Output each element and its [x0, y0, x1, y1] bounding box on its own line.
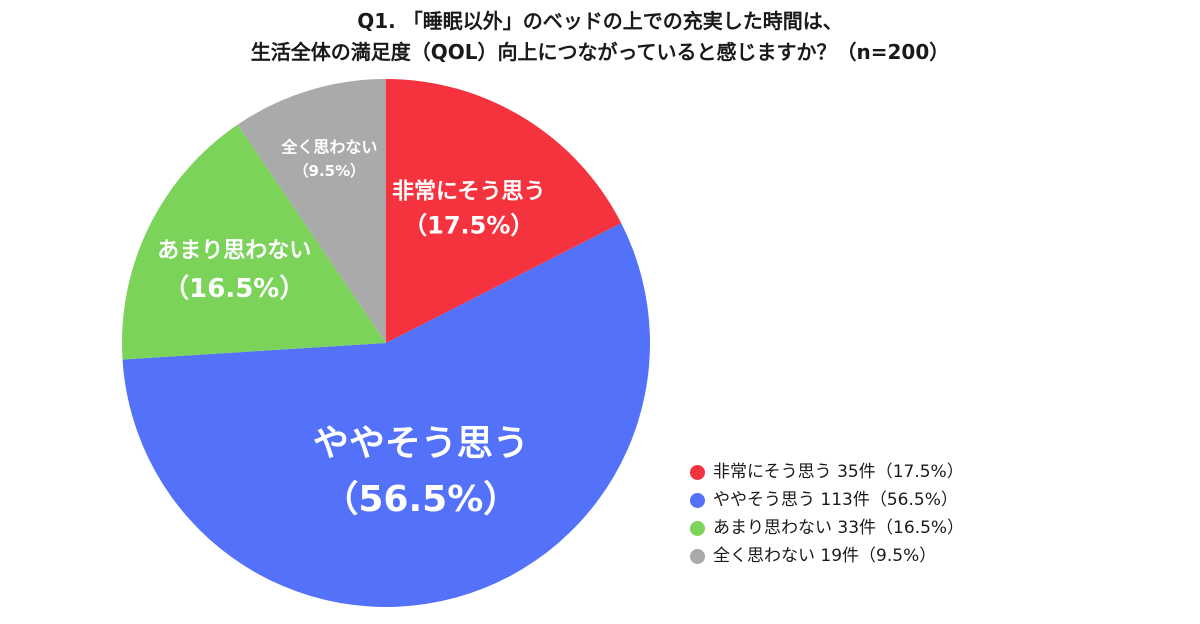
- pie-percent-somewhat-agree: （56.5%）: [322, 479, 519, 520]
- pie-slice-very-agree: [386, 79, 622, 343]
- legend-item-somewhat-agree: ややそう思う 113件（56.5%）: [690, 486, 964, 514]
- legend-item-not-much: あまり思わない 33件（16.5%）: [690, 514, 964, 542]
- chart-title: Q1. 「睡眠以外」のベッドの上での充実した時間は、 生活全体の満足度（QOL）…: [0, 6, 1200, 68]
- pie-label-not-much: あまり思わない: [157, 238, 311, 263]
- pie-label-not-at-all: 全く思わない: [280, 137, 377, 156]
- pie-percent-very-agree: （17.5%）: [403, 211, 534, 239]
- pie-percent-not-at-all: （9.5%）: [294, 162, 366, 180]
- chart-title-line-1: Q1. 「睡眠以外」のベッドの上での充実した時間は、: [357, 9, 843, 33]
- legend-swatch-not-much: [690, 520, 705, 536]
- chart-legend: 非常にそう思う 35件（17.5%） ややそう思う 113件（56.5%） あま…: [690, 458, 964, 570]
- chart-title-line-2: 生活全体の満足度（QOL）向上につながっていると感じますか？（n=200）: [250, 40, 950, 64]
- legend-swatch-somewhat-agree: [690, 492, 705, 508]
- legend-swatch-not-at-all: [690, 548, 705, 564]
- legend-label-very-agree: 非常にそう思う 35件（17.5%）: [713, 462, 964, 482]
- pie-label-somewhat-agree: ややそう思う: [313, 423, 529, 464]
- pie-slice-not-at-all: [237, 79, 386, 343]
- legend-label-not-much: あまり思わない 33件（16.5%）: [713, 518, 965, 538]
- pie-percent-not-much: （16.5%）: [163, 274, 305, 304]
- legend-item-very-agree: 非常にそう思う 35件（17.5%）: [690, 458, 964, 486]
- legend-label-somewhat-agree: ややそう思う 113件（56.5%）: [713, 490, 958, 510]
- pie-slice-not-much: [122, 124, 386, 360]
- legend-item-not-at-all: 全く思わない 19件（9.5%）: [690, 542, 964, 570]
- legend-swatch-very-agree: [690, 464, 705, 480]
- legend-label-not-at-all: 全く思わない 19件（9.5%）: [713, 546, 937, 566]
- pie-label-very-agree: 非常にそう思う: [392, 179, 546, 205]
- pie-slice-somewhat-agree: [122, 223, 651, 608]
